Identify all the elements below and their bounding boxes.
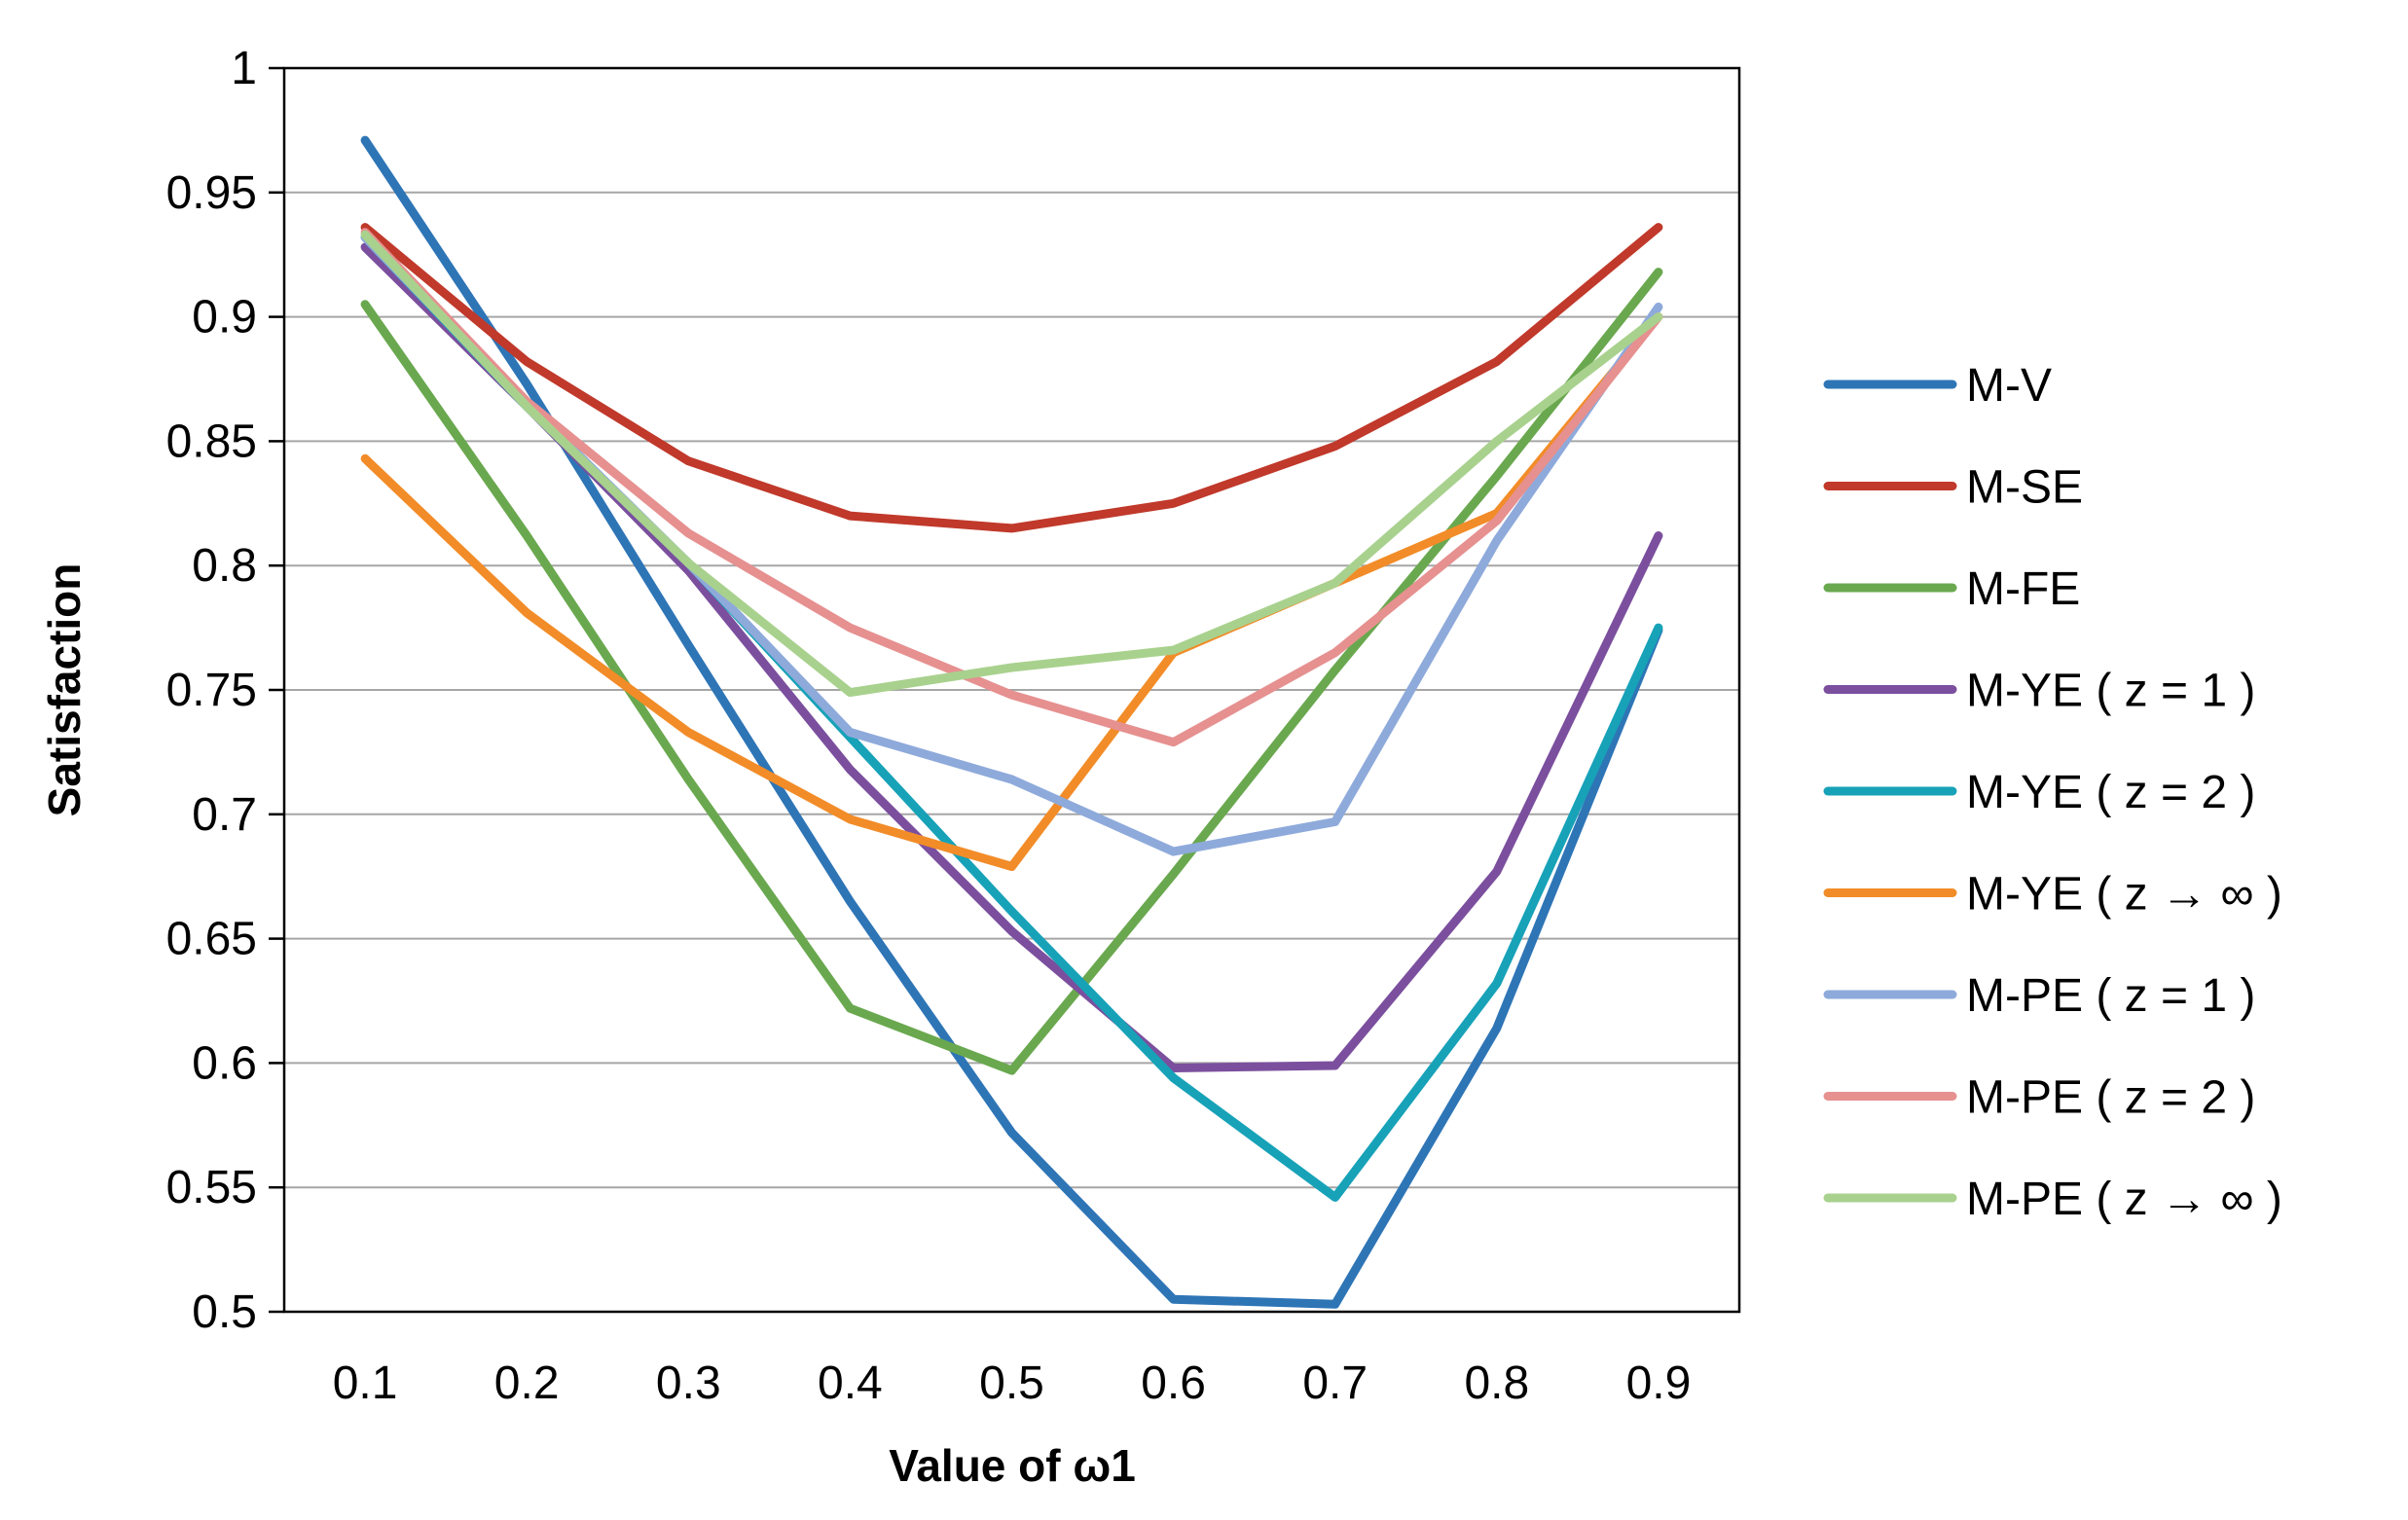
y-tick-label: 0.95: [166, 167, 257, 219]
series-line-m-pe-z: [360, 230, 1663, 698]
legend-item: M-YE ( z = 1 ): [1823, 666, 2255, 717]
legend-item: M-PE ( z = 2 ): [1823, 1072, 2255, 1124]
legend-label: M-YE ( z = 2 ): [1966, 767, 2255, 818]
y-tick-label: 0.6: [192, 1037, 257, 1089]
x-tick-label: 0.9: [1626, 1357, 1692, 1409]
y-tick-label: 0.8: [192, 540, 257, 592]
y-axis-title: Satisfaction: [39, 563, 90, 817]
legend: M-V M-SE M-FE M-YE ( z = 1 ) M-YE ( z = 2 ) M…: [1823, 360, 2282, 1225]
legend-label: M-SE: [1966, 462, 2083, 514]
legend-item: M-SE: [1823, 462, 2083, 514]
legend-item: M-YE ( z → ∞ ): [1823, 869, 2282, 921]
y-tick-label: 0.85: [166, 416, 257, 467]
x-axis-ticks: 0.1 0.2 0.3 0.4 0.5 0.6 0.7 0.8 0.9: [333, 1357, 1692, 1409]
legend-label: M-YE ( z = 1 ): [1966, 666, 2255, 717]
y-tick-label: 0.9: [192, 292, 257, 344]
gridlines: [284, 191, 1739, 1189]
legend-label: M-V: [1966, 360, 2052, 412]
legend-item: M-YE ( z = 2 ): [1823, 767, 2255, 818]
x-tick-label: 0.8: [1464, 1357, 1529, 1409]
series-line-m-v: [360, 135, 1663, 1309]
y-axis-ticks: 0.5 0.55 0.6 0.65 0.7 0.75 0.8 0.85 0.9 0.95 1: [166, 43, 284, 1338]
legend-label: M-FE: [1966, 563, 2080, 615]
x-tick-label: 0.3: [656, 1357, 721, 1409]
y-tick-label: 0.55: [166, 1162, 257, 1213]
legend-label: M-PE ( z → ∞ ): [1966, 1174, 2282, 1225]
x-axis-title: Value of ω1: [889, 1440, 1136, 1491]
x-tick-label: 0.2: [494, 1357, 560, 1409]
series-lines: [360, 135, 1663, 1309]
series-line-m-pe-z-2: [360, 228, 1663, 747]
x-tick-label: 0.4: [818, 1357, 883, 1409]
legend-item: M-V: [1823, 360, 2052, 412]
x-tick-label: 0.7: [1302, 1357, 1368, 1409]
x-tick-label: 0.1: [333, 1357, 398, 1409]
series-line-m-se: [360, 223, 1663, 533]
y-tick-label: 0.5: [192, 1286, 257, 1338]
legend-label: M-PE ( z = 1 ): [1966, 970, 2255, 1022]
series-line-m-ye-z-1: [360, 242, 1663, 1072]
legend-item: M-FE: [1823, 563, 2080, 615]
x-tick-label: 0.6: [1141, 1357, 1206, 1409]
x-tick-label: 0.5: [979, 1357, 1044, 1409]
legend-label: M-YE ( z → ∞ ): [1966, 869, 2282, 921]
y-tick-label: 1: [231, 43, 257, 94]
y-tick-label: 0.75: [166, 665, 257, 716]
y-tick-label: 0.7: [192, 789, 257, 841]
y-tick-label: 0.65: [166, 914, 257, 965]
legend-item: M-PE ( z = 1 ): [1823, 970, 2255, 1022]
legend-item: M-PE ( z → ∞ ): [1823, 1174, 2282, 1225]
legend-label: M-PE ( z = 2 ): [1966, 1072, 2255, 1124]
series-line-m-ye-z: [360, 312, 1663, 871]
